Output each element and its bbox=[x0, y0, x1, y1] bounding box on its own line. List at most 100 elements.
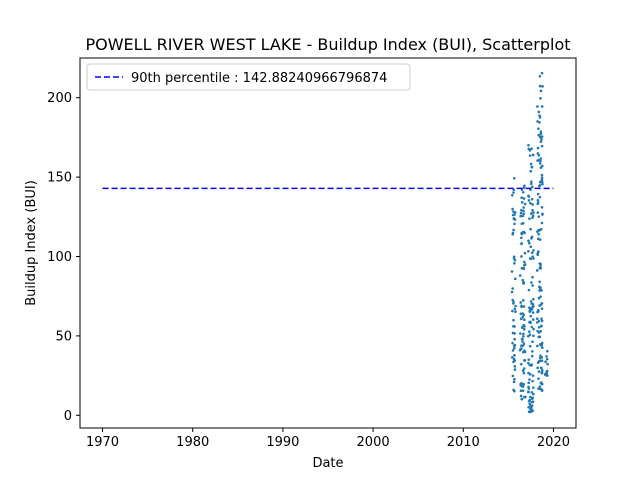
data-point bbox=[539, 89, 543, 93]
data-point bbox=[546, 349, 549, 353]
legend-label-90th-percentile: 90th percentile : 142.88240966796874 bbox=[131, 71, 387, 86]
data-point bbox=[512, 318, 515, 322]
data-point bbox=[519, 348, 522, 351]
data-point bbox=[529, 201, 532, 205]
data-point bbox=[521, 350, 525, 354]
data-point bbox=[521, 325, 524, 329]
data-point bbox=[520, 231, 523, 235]
data-point bbox=[514, 310, 517, 313]
data-point bbox=[521, 389, 525, 392]
chart-title: POWELL RIVER WEST LAKE - Buildup Index (… bbox=[85, 35, 570, 54]
data-point bbox=[541, 346, 544, 349]
data-point bbox=[538, 180, 542, 184]
data-point bbox=[520, 305, 523, 309]
data-point bbox=[538, 84, 542, 88]
plot-frame bbox=[79, 57, 577, 429]
data-point bbox=[540, 205, 544, 209]
data-point bbox=[531, 400, 535, 404]
data-point bbox=[520, 222, 524, 225]
data-point bbox=[519, 332, 522, 335]
y-tick-label: 100 bbox=[47, 250, 72, 265]
data-point bbox=[523, 202, 527, 206]
data-point bbox=[531, 318, 535, 321]
data-point bbox=[531, 386, 535, 389]
data-point bbox=[513, 262, 516, 265]
data-point bbox=[540, 221, 544, 225]
data-point bbox=[538, 121, 541, 124]
data-point bbox=[538, 184, 541, 188]
data-point bbox=[523, 231, 526, 235]
data-point bbox=[511, 207, 514, 211]
y-tick-label: 150 bbox=[47, 171, 72, 186]
data-point bbox=[528, 320, 531, 324]
data-point bbox=[514, 304, 517, 308]
data-point bbox=[529, 162, 533, 166]
data-point bbox=[522, 197, 526, 200]
data-point bbox=[531, 350, 534, 353]
data-point bbox=[530, 404, 534, 407]
data-point bbox=[526, 334, 530, 338]
data-point bbox=[545, 355, 548, 358]
data-point bbox=[519, 211, 523, 215]
data-point bbox=[537, 296, 541, 300]
data-point bbox=[530, 408, 533, 412]
data-point bbox=[520, 255, 523, 258]
legend-box bbox=[86, 63, 411, 91]
data-point bbox=[522, 335, 525, 338]
data-point bbox=[539, 140, 543, 144]
data-point bbox=[512, 257, 516, 260]
data-point bbox=[536, 105, 539, 108]
data-point bbox=[521, 278, 525, 282]
data-point bbox=[538, 385, 542, 388]
data-point bbox=[531, 379, 534, 383]
data-point bbox=[528, 378, 531, 381]
data-point bbox=[513, 343, 517, 347]
data-point bbox=[539, 303, 543, 306]
data-point bbox=[513, 346, 516, 350]
data-point bbox=[539, 381, 543, 385]
x-tick-label: 1970 bbox=[86, 435, 119, 450]
data-point bbox=[522, 186, 526, 189]
data-point bbox=[522, 206, 525, 209]
data-point bbox=[541, 212, 544, 216]
data-point bbox=[513, 368, 517, 371]
x-axis: 1970 1980 1990 2000 2010 2020 bbox=[86, 428, 570, 450]
data-point bbox=[511, 341, 514, 345]
data-point bbox=[535, 269, 539, 272]
data-point bbox=[521, 190, 525, 194]
data-point bbox=[519, 214, 522, 218]
data-point bbox=[536, 211, 540, 214]
data-point bbox=[521, 337, 524, 341]
data-point bbox=[530, 281, 533, 284]
data-point bbox=[520, 208, 523, 212]
data-point bbox=[528, 395, 532, 399]
data-point bbox=[521, 214, 525, 218]
data-point bbox=[529, 314, 533, 318]
data-point bbox=[513, 389, 516, 393]
data-point bbox=[528, 154, 532, 157]
data-point bbox=[539, 132, 543, 135]
y-axis-label: Buildup Index (BUI) bbox=[24, 180, 39, 306]
data-point bbox=[538, 162, 542, 165]
data-point bbox=[527, 387, 531, 390]
data-point bbox=[513, 325, 516, 328]
data-point bbox=[527, 410, 531, 413]
x-tick-label: 1980 bbox=[176, 435, 209, 450]
data-point bbox=[540, 359, 544, 362]
data-point bbox=[536, 120, 539, 123]
data-point bbox=[532, 304, 535, 308]
data-point bbox=[546, 374, 549, 377]
data-point bbox=[520, 196, 523, 200]
data-point bbox=[527, 381, 531, 385]
data-point bbox=[510, 270, 514, 273]
data-point bbox=[521, 340, 524, 343]
data-point bbox=[540, 178, 544, 182]
data-point bbox=[536, 253, 540, 256]
data-point bbox=[518, 274, 522, 277]
data-point bbox=[530, 364, 533, 367]
data-point bbox=[522, 267, 526, 270]
data-point bbox=[522, 305, 526, 308]
data-point bbox=[529, 169, 533, 173]
data-point bbox=[538, 116, 542, 119]
